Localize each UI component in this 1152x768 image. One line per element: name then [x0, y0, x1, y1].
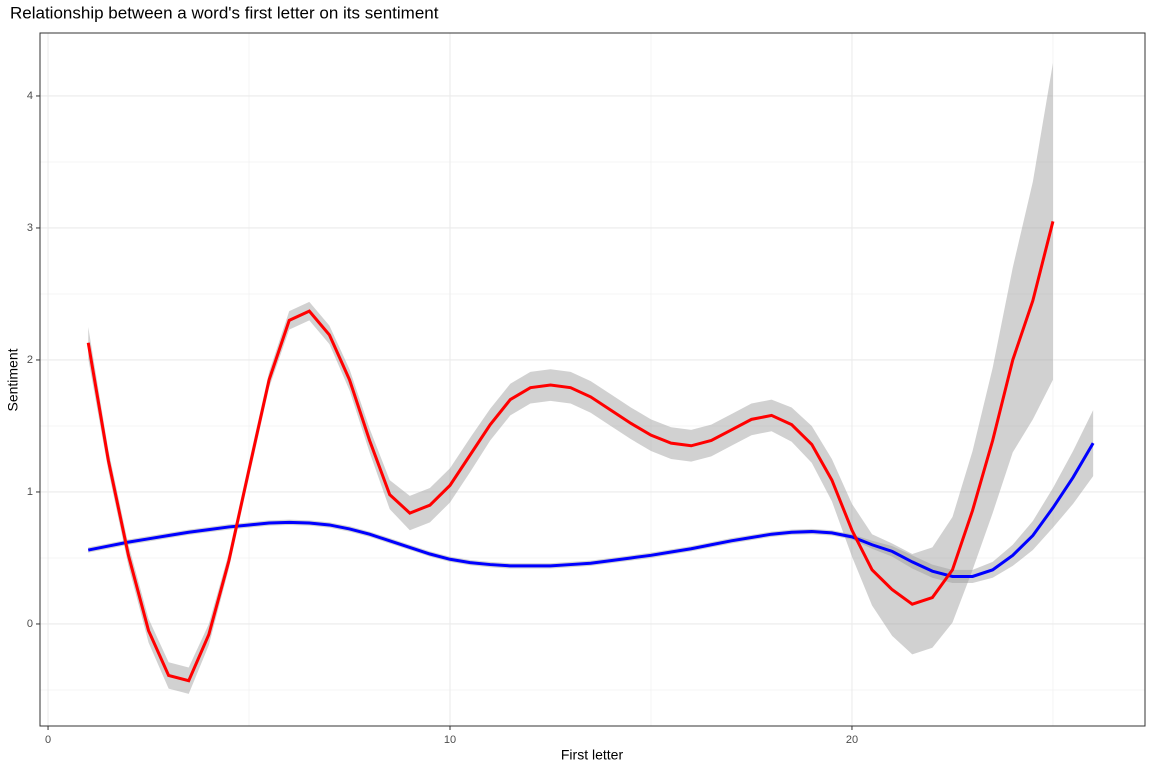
- smooth-line: [87, 442, 1095, 578]
- panel-border: [39, 32, 1146, 727]
- confidence-band: [88, 410, 1094, 584]
- y-tick-label: 4: [27, 90, 33, 102]
- y-tick-label: 3: [27, 222, 33, 234]
- y-tick-label: 0: [27, 618, 33, 630]
- y-tick-label: 2: [27, 354, 33, 366]
- smooth-line: [86, 220, 1055, 683]
- confidence-band: [88, 62, 1053, 694]
- x-axis-label: First letter: [561, 747, 624, 763]
- x-tick-label: 20: [846, 734, 858, 746]
- chart-title: Relationship between a word's first lett…: [10, 3, 439, 22]
- y-axis-label: Sentiment: [5, 348, 21, 411]
- y-tick-label: 1: [27, 486, 33, 498]
- x-tick-label: 0: [45, 734, 51, 746]
- x-tick-label: 10: [444, 734, 456, 746]
